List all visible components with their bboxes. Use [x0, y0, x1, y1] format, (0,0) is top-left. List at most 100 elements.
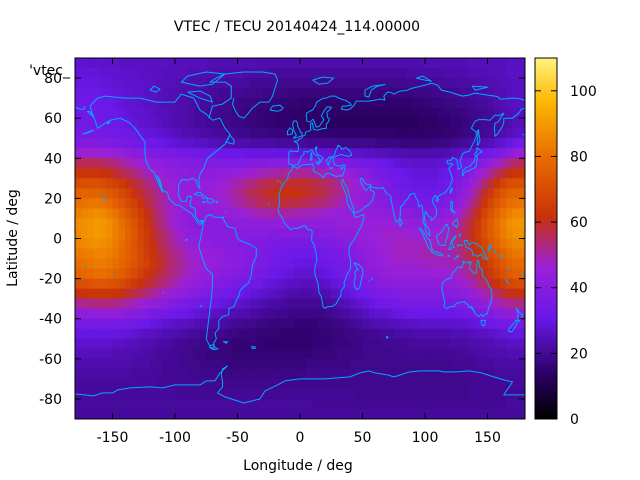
heatmap-cell: [306, 158, 314, 169]
coastline-path: [368, 280, 371, 282]
heatmap-cell: [462, 168, 470, 179]
heatmap-cell: [268, 308, 276, 320]
heatmap-cell: [456, 78, 464, 89]
heatmap-cell: [256, 118, 264, 129]
heatmap-cell: [493, 108, 501, 119]
heatmap-cell: [206, 248, 214, 260]
heatmap-cell: [150, 238, 157, 250]
heatmap-cell: [262, 158, 270, 169]
heatmap-cell: [300, 128, 307, 139]
heatmap-cell: [437, 188, 445, 199]
heatmap-cell: [412, 98, 420, 109]
heatmap-cell: [362, 308, 370, 320]
heatmap-cell: [100, 228, 107, 240]
heatmap-cell: [243, 168, 251, 179]
heatmap-cell: [112, 238, 120, 250]
heatmap-cell: [243, 68, 251, 79]
heatmap-cell: [518, 228, 525, 240]
heatmap-cell: [225, 378, 232, 390]
heatmap-cell: [100, 278, 107, 290]
heatmap-cell: [250, 138, 257, 149]
heatmap-cell: [287, 248, 295, 260]
heatmap-cell: [375, 188, 382, 199]
heatmap-cell: [275, 338, 282, 350]
heatmap-cell: [200, 248, 207, 260]
heatmap-cell: [418, 298, 426, 310]
heatmap-cell: [456, 368, 464, 380]
heatmap-cell: [350, 178, 357, 189]
heatmap-cell: [287, 198, 295, 210]
heatmap-cell: [137, 278, 145, 290]
heatmap-cell: [393, 178, 401, 189]
heatmap-cell: [381, 108, 389, 119]
heatmap-cell: [118, 68, 126, 79]
heatmap-cell: [350, 368, 357, 380]
heatmap-cell: [100, 358, 107, 370]
heatmap-cell: [262, 168, 270, 179]
heatmap-cell: [181, 188, 189, 199]
heatmap-cell: [275, 368, 282, 380]
heatmap-cell: [81, 358, 89, 370]
heatmap-cell: [187, 198, 195, 210]
heatmap-cell: [162, 248, 170, 260]
heatmap-cell: [425, 318, 432, 330]
heatmap-cell: [275, 198, 282, 210]
heatmap-cell: [362, 138, 370, 149]
heatmap-cell: [506, 178, 514, 189]
heatmap-cell: [225, 258, 232, 270]
heatmap-cell: [487, 298, 495, 310]
heatmap-cell: [356, 268, 364, 280]
heatmap-cell: [512, 258, 520, 270]
heatmap-cell: [412, 208, 420, 220]
heatmap-cell: [481, 178, 489, 189]
heatmap-cell: [456, 298, 464, 310]
heatmap-cell: [375, 368, 382, 380]
heatmap-cell: [131, 128, 139, 139]
heatmap-cell: [281, 178, 289, 189]
heatmap-cell: [443, 318, 451, 330]
heatmap-cell: [93, 78, 101, 89]
heatmap-cell: [412, 158, 420, 169]
heatmap-cell: [350, 198, 357, 210]
heatmap-cell: [200, 128, 207, 139]
heatmap-cell: [143, 318, 151, 330]
heatmap-cell: [437, 68, 445, 79]
heatmap-cell: [418, 108, 426, 119]
heatmap-cell: [75, 378, 82, 390]
heatmap-cell: [250, 288, 257, 300]
heatmap-cell: [181, 148, 189, 159]
heatmap-cell: [281, 368, 289, 380]
heatmap-cell: [481, 58, 489, 69]
heatmap-cell: [437, 108, 445, 119]
heatmap-cell: [450, 128, 457, 139]
heatmap-cell: [156, 388, 164, 400]
heatmap-cell: [250, 178, 257, 189]
heatmap-cell: [325, 148, 332, 159]
heatmap-cell: [318, 248, 326, 260]
heatmap-cell: [206, 108, 214, 119]
heatmap-cell: [481, 398, 489, 410]
heatmap-cell: [268, 248, 276, 260]
heatmap-cell: [225, 368, 232, 380]
coastline-path: [480, 319, 486, 327]
heatmap-cell: [418, 148, 426, 159]
heatmap-cell: [375, 158, 382, 169]
heatmap-cell: [231, 58, 239, 69]
heatmap-cell: [262, 128, 270, 139]
heatmap-cell: [387, 178, 395, 189]
heatmap-cell: [87, 238, 95, 250]
heatmap-cell: [206, 378, 214, 390]
heatmap-cell: [462, 308, 470, 320]
heatmap-cell: [412, 138, 420, 149]
coastline-path: [187, 90, 213, 103]
heatmap-cell: [300, 88, 307, 99]
heatmap-cell: [168, 378, 176, 390]
heatmap-cell: [375, 298, 382, 310]
heatmap-cell: [350, 158, 357, 169]
heatmap-cell: [437, 178, 445, 189]
heatmap-cell: [406, 238, 414, 250]
heatmap-cell: [518, 338, 525, 350]
heatmap-cell: [112, 348, 120, 360]
heatmap-cell: [131, 58, 139, 69]
heatmap-cell: [387, 378, 395, 390]
